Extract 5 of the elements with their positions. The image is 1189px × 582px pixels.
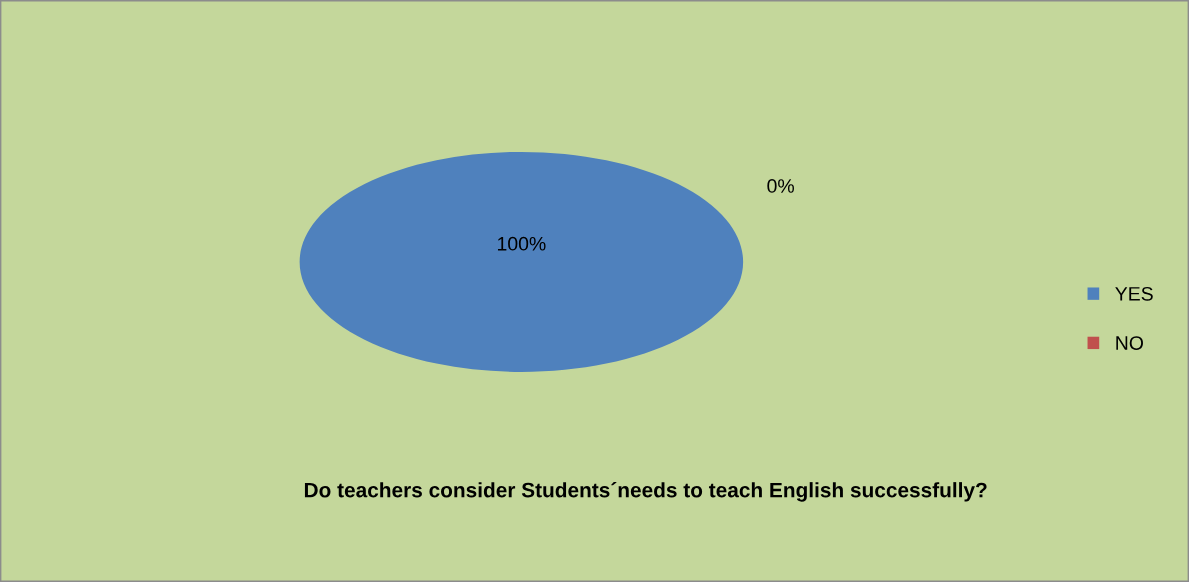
data-label: 100% [497, 236, 546, 251]
legend-label: NO [1116, 336, 1143, 350]
text: 0% [767, 179, 794, 193]
text: Do teachers consider Students´needs to teach English successfully? [304, 481, 987, 502]
legend-label: YES [1115, 286, 1153, 301]
